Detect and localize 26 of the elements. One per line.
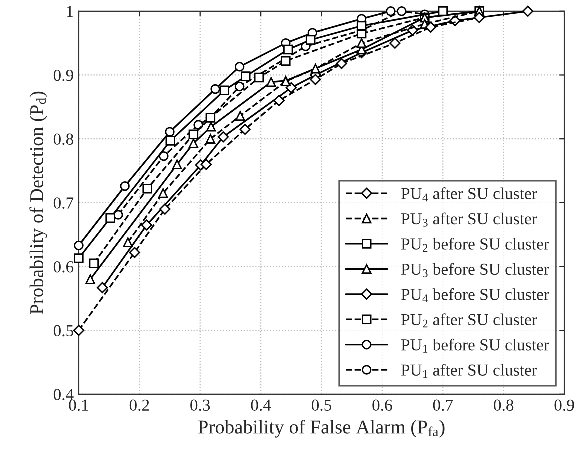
legend-label: PU$_{3}$ before SU cluster (402, 263, 550, 278)
y-tick-label: 0.8 (54, 134, 74, 146)
y-tick-label: 0.9 (54, 70, 74, 82)
y-axis-title: Probability of Detection (P$_{d}$) (30, 92, 48, 314)
y-tick-label: 0.7 (54, 198, 74, 209)
legend-label: PU$_{4}$ after SU cluster (402, 188, 538, 202)
legend-label: PU$_{4}$ before SU cluster (402, 288, 550, 302)
x-tick-label: 0.9 (554, 400, 574, 412)
x-tick-label: 0.6 (372, 400, 392, 412)
y-tick-label: 0.6 (54, 261, 74, 273)
x-tick-label: 0.4 (251, 400, 272, 412)
x-tick-label: 0.5 (312, 400, 332, 412)
x-tick-label: 0.7 (433, 400, 454, 412)
y-tick-label: 1 (67, 6, 74, 18)
legend-label: PU$_{1}$ before SU cluster (402, 338, 550, 353)
x-axis-title: Probability of False Alarm (P$_{fa}$) (198, 420, 445, 438)
x-tick-label: 0.3 (190, 400, 210, 412)
legend-label: PU$_{1}$ after SU cluster (402, 364, 538, 378)
x-tick-label: 0.2 (130, 400, 150, 412)
legend-label: PU$_{3}$ after SU cluster (402, 212, 538, 227)
y-tick-label: 0.4 (54, 389, 74, 400)
x-tick-label: 0.1 (69, 400, 88, 412)
y-tick-label: 0.5 (54, 325, 74, 337)
legend-label: PU$_{2}$ before SU cluster (402, 238, 550, 252)
legend-label: PU$_{2}$ after SU cluster (402, 314, 538, 328)
x-tick-label: 0.8 (494, 400, 514, 412)
